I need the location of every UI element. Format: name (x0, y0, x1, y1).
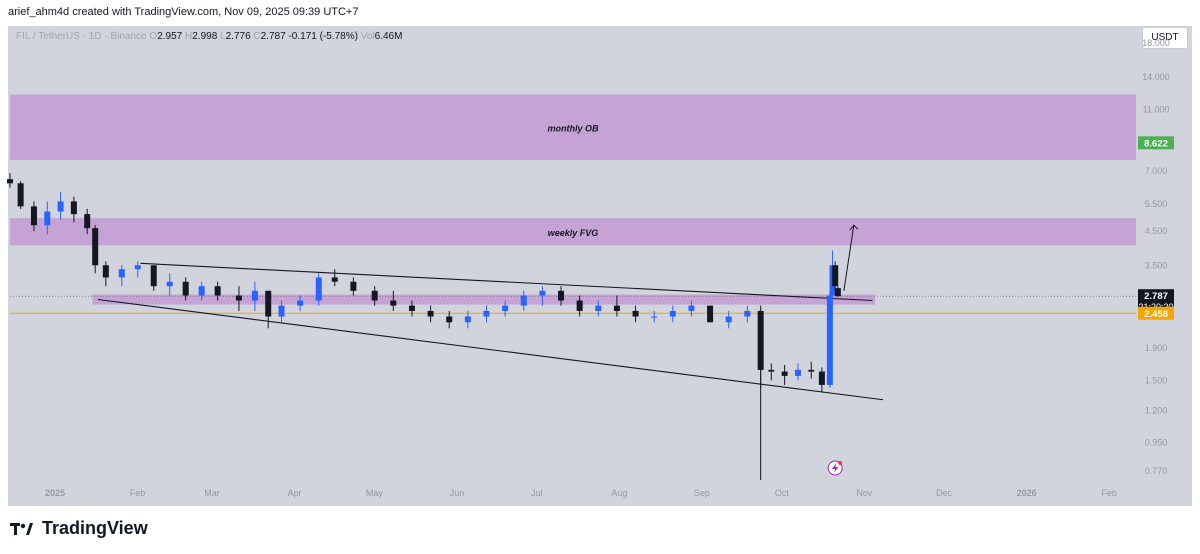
low-label: L (220, 31, 226, 42)
volume-label: Vol (360, 31, 375, 42)
chart-area[interactable] (8, 26, 1192, 506)
currency-button[interactable]: USDT (1142, 27, 1188, 49)
high-label: H (185, 31, 193, 42)
close-value: 2.787 (260, 31, 286, 42)
change-value: -0.171 (-5.78%) (288, 31, 358, 42)
open-value: 2.957 (157, 31, 183, 42)
high-value: 2.998 (192, 31, 218, 42)
close-label: C (253, 31, 261, 42)
volume-value: 6.46M (374, 31, 403, 42)
symbol-legend: FIL / TetherUS · 1D · Binance O2.957 H2.… (16, 31, 402, 42)
brand-name: TradingView (42, 518, 148, 538)
tradingview-logo-icon (10, 522, 33, 535)
open-label: O (149, 31, 158, 42)
chart-credit: arief_ahm4d created with TradingView.com… (8, 6, 359, 18)
symbol-name: FIL / TetherUS · 1D · Binance (16, 31, 147, 42)
low-value: 2.776 (225, 31, 251, 42)
tradingview-logo: TradingView (10, 518, 148, 539)
